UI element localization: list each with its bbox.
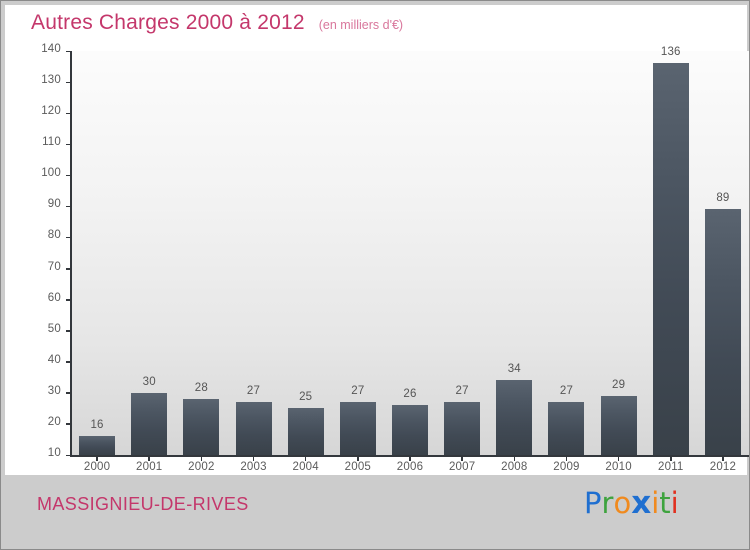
y-tick-label: 60 <box>47 291 61 304</box>
x-tick-mark <box>409 456 411 461</box>
y-tick-mark <box>66 143 71 146</box>
logo-letter-p: P <box>584 486 602 520</box>
page-title: Autres Charges 2000 à 2012 <box>31 11 305 34</box>
town-label: MASSIGNIEU-DE-RIVES <box>37 494 249 514</box>
y-tick-label: 140 <box>41 43 61 55</box>
y-tick-label: 30 <box>47 384 61 397</box>
bar[interactable] <box>444 402 481 455</box>
bar-value-label: 25 <box>299 391 313 404</box>
bar[interactable] <box>600 395 637 455</box>
x-tick-mark <box>148 456 150 461</box>
y-tick-mark <box>66 423 71 425</box>
x-tick-label: 2009 <box>553 461 580 473</box>
y-tick-mark <box>66 236 71 239</box>
bar[interactable] <box>339 402 376 455</box>
y-axis-line <box>70 51 72 456</box>
x-tick-mark <box>513 456 516 461</box>
y-tick-mark <box>66 50 71 52</box>
x-tick-label: 2002 <box>188 461 215 473</box>
x-tick-label: 2007 <box>448 461 476 473</box>
x-tick-label: 2001 <box>136 461 163 473</box>
y-tick-label: 70 <box>47 260 61 273</box>
y-tick-mark <box>66 299 71 301</box>
proxiti-logo[interactable]: Proxiti <box>584 485 679 521</box>
x-tick-mark <box>200 456 203 461</box>
y-tick-mark <box>66 205 71 208</box>
bar[interactable] <box>392 405 428 455</box>
x-tick-label: 2006 <box>396 461 424 473</box>
x-tick-mark <box>617 456 620 461</box>
bar[interactable] <box>235 402 272 455</box>
logo-letter-i-second: i <box>670 486 679 520</box>
x-tick-mark <box>304 456 307 461</box>
bar-value-label: 28 <box>194 382 208 395</box>
y-tick-mark <box>66 268 71 270</box>
x-tick-label: 2010 <box>605 461 632 473</box>
chart-footer: MASSIGNIEU-DE-RIVES Proxiti <box>1 475 749 549</box>
x-tick-mark <box>565 456 568 461</box>
logo-letter-x: x <box>631 485 652 521</box>
bar-value-label: 29 <box>612 378 626 391</box>
y-tick-label: 120 <box>41 105 61 118</box>
logo-letter-r: r <box>601 486 614 520</box>
bar[interactable] <box>131 392 168 455</box>
x-axis-line <box>70 455 749 457</box>
logo-letter-i-first: i <box>651 486 660 520</box>
x-tick-mark <box>461 456 463 461</box>
x-tick-label: 2004 <box>292 461 319 473</box>
x-tick-mark <box>670 456 672 461</box>
x-tick-mark <box>96 456 98 461</box>
x-tick-label: 2011 <box>658 461 684 473</box>
y-tick-label: 80 <box>47 229 61 242</box>
x-tick-mark <box>252 456 255 461</box>
bar-value-label: 27 <box>246 385 261 398</box>
chart-card: Autres Charges 2000 à 2012 (en milliers … <box>5 5 749 475</box>
chart-header: Autres Charges 2000 à 2012 (en milliers … <box>31 11 403 41</box>
x-tick-label: 2003 <box>240 461 267 473</box>
y-tick-label: 50 <box>47 322 61 335</box>
bar-value-label: 136 <box>660 46 681 59</box>
y-tick-label: 10 <box>47 447 61 459</box>
y-tick-mark <box>66 330 71 332</box>
plot-area <box>71 51 749 456</box>
bar[interactable] <box>704 209 741 455</box>
y-tick-label: 110 <box>42 136 61 149</box>
bar-value-label: 30 <box>142 375 156 388</box>
y-tick-label: 130 <box>41 74 61 87</box>
y-tick-mark <box>66 361 71 363</box>
bar-value-label: 27 <box>455 385 469 398</box>
logo-letter-o: o <box>613 486 632 520</box>
bar-value-label: 34 <box>507 363 521 376</box>
bar[interactable] <box>496 380 533 455</box>
bar[interactable] <box>183 399 220 455</box>
y-tick-label: 100 <box>41 167 61 180</box>
x-tick-label: 2005 <box>344 461 372 473</box>
y-tick-label: 90 <box>47 198 61 211</box>
bar-value-label: 26 <box>403 388 417 401</box>
x-tick-label: 2008 <box>501 461 528 473</box>
x-tick-label: 2012 <box>709 461 737 473</box>
bar[interactable] <box>548 402 585 455</box>
bar-value-label: 27 <box>559 385 574 398</box>
y-tick-mark <box>66 392 71 394</box>
y-tick-mark <box>66 112 71 115</box>
chart-subtitle: (en milliers d'€) <box>318 18 404 32</box>
bar-value-label: 16 <box>90 419 104 432</box>
bar-value-label: 89 <box>716 192 730 205</box>
y-tick-mark <box>66 81 71 84</box>
x-tick-mark <box>357 456 359 461</box>
bar[interactable] <box>652 63 689 455</box>
bar-value-label: 27 <box>351 385 365 398</box>
bar[interactable] <box>79 436 116 455</box>
x-tick-label: 2000 <box>83 461 111 473</box>
y-tick-label: 40 <box>47 353 61 366</box>
x-tick-mark <box>722 456 724 461</box>
y-tick-label: 20 <box>47 415 61 428</box>
y-tick-mark <box>66 174 71 177</box>
logo-letter-t: t <box>659 486 671 520</box>
y-tick-mark <box>66 454 71 456</box>
bar[interactable] <box>287 408 324 455</box>
